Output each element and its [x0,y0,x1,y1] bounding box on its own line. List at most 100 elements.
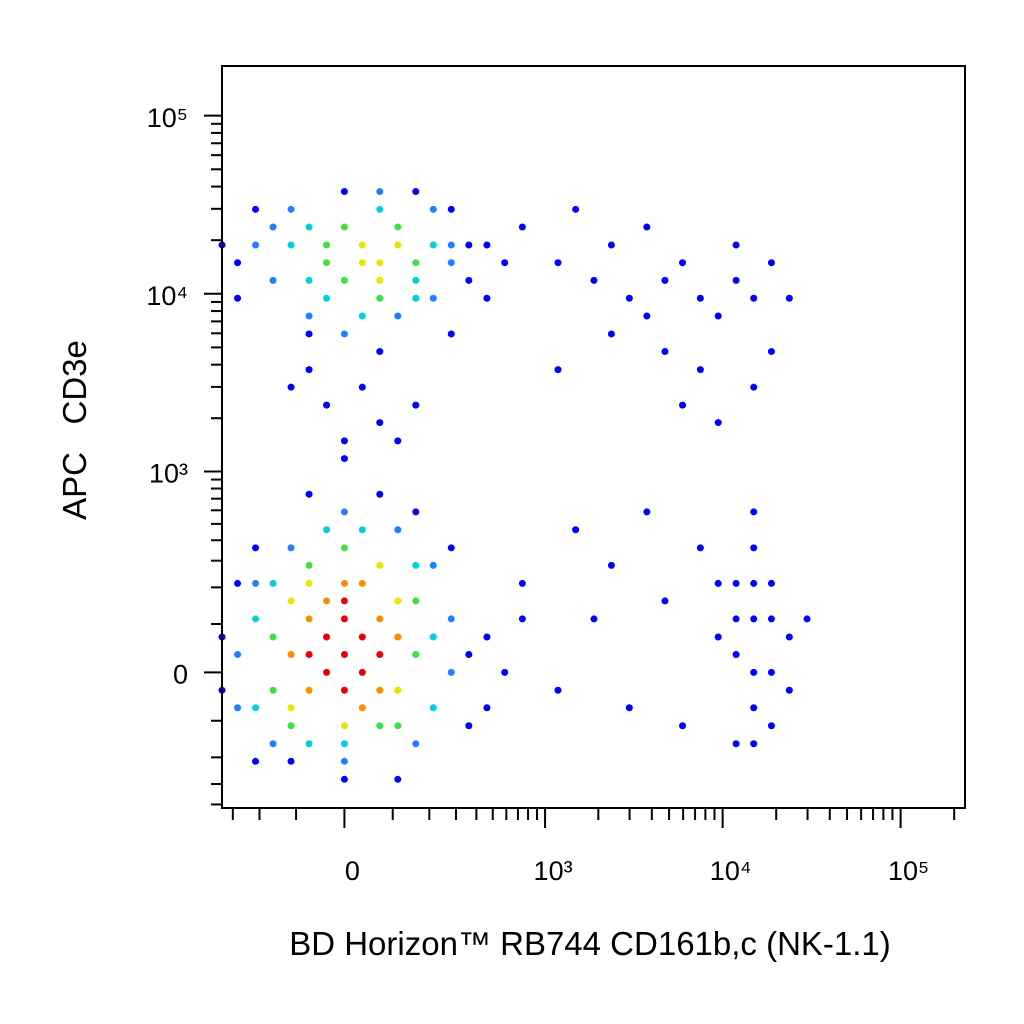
data-point [412,188,420,196]
data-point [376,615,384,623]
x-tick-label: 10³ [534,856,573,886]
data-point [305,330,313,338]
data-point [252,544,260,552]
plot-frame [221,65,966,809]
data-point [412,294,420,302]
data-point [305,561,313,569]
data-point [323,294,331,302]
data-point [358,526,366,534]
data-point [714,312,722,320]
data-point [394,597,402,605]
data-point [412,740,420,748]
data-point [305,650,313,658]
data-point [323,597,331,605]
data-point [234,579,242,587]
data-point [252,704,260,712]
data-point [554,686,562,694]
data-point [358,633,366,641]
data-point [732,650,740,658]
data-point [590,615,598,623]
data-point [412,597,420,605]
data-point [376,419,384,427]
data-point [305,276,313,284]
data-point [287,704,295,712]
data-point [287,241,295,249]
y-axis-label: APC CD3e [56,340,93,520]
data-point [287,597,295,605]
data-point [412,561,420,569]
data-point [643,312,651,320]
data-point [376,650,384,658]
data-point [287,544,295,552]
data-point [305,312,313,320]
data-point [429,704,437,712]
points [218,188,811,783]
data-point [714,633,722,641]
data-point [750,508,758,516]
data-point [412,276,420,284]
data-point [429,205,437,213]
data-point [269,223,277,231]
data-point [394,722,402,730]
data-point [305,490,313,498]
data-point [625,704,633,712]
data-point [394,526,402,534]
data-point [696,544,704,552]
data-point [483,294,491,302]
x-axis-label: BD Horizon™ RB744 CD161b,c (NK-1.1) [289,925,891,962]
data-point [340,775,348,783]
data-point [394,312,402,320]
data-point [234,259,242,267]
data-point [287,650,295,658]
data-point [501,259,509,267]
data-point [750,579,758,587]
data-point [607,561,615,569]
data-point [696,366,704,374]
data-point [803,615,811,623]
data-point [269,686,277,694]
data-point [429,241,437,249]
data-point [358,312,366,320]
data-point [501,668,509,676]
data-point [625,294,633,302]
data-point [340,686,348,694]
data-point [340,615,348,623]
data-point [340,188,348,196]
data-point [376,348,384,356]
x-tick-label: 10⁵ [888,856,929,886]
data-point [554,259,562,267]
data-point [340,757,348,765]
data-point [305,686,313,694]
data-point [376,188,384,196]
data-point [376,259,384,267]
data-point [429,561,437,569]
x-tick-label: 10⁴ [710,856,752,886]
data-point [750,544,758,552]
data-point [323,526,331,534]
data-point [732,276,740,284]
data-point [340,455,348,463]
data-point [518,615,526,623]
data-point [785,686,793,694]
data-point [269,633,277,641]
data-point [323,241,331,249]
data-point [376,276,384,284]
data-point [252,757,260,765]
data-point [661,348,669,356]
data-point [394,223,402,231]
data-point [340,437,348,445]
data-point [750,668,758,676]
data-point [732,615,740,623]
data-point [661,276,669,284]
data-point [429,294,437,302]
data-point [252,579,260,587]
data-point [394,437,402,445]
data-point [358,668,366,676]
data-point [305,740,313,748]
data-point [412,401,420,409]
data-point [340,740,348,748]
data-point [554,366,562,374]
